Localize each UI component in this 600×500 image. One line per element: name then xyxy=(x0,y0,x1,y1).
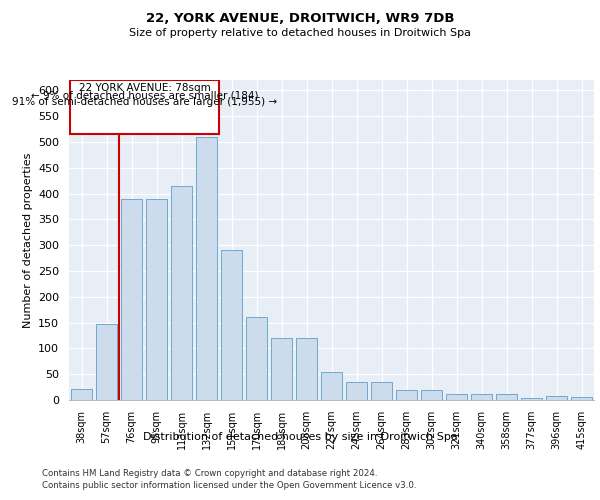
Bar xyxy=(496,394,517,400)
Bar xyxy=(71,388,92,400)
Bar xyxy=(471,394,492,400)
Bar xyxy=(121,198,142,400)
Bar xyxy=(321,372,342,400)
Text: 22 YORK AVENUE: 78sqm: 22 YORK AVENUE: 78sqm xyxy=(79,83,211,93)
Bar xyxy=(171,186,192,400)
Bar xyxy=(571,397,592,400)
Bar xyxy=(346,382,367,400)
Bar xyxy=(421,390,442,400)
Bar xyxy=(521,398,542,400)
Bar xyxy=(296,338,317,400)
Bar xyxy=(271,338,292,400)
Bar xyxy=(246,318,267,400)
Bar xyxy=(96,324,117,400)
FancyBboxPatch shape xyxy=(70,80,219,134)
Text: Distribution of detached houses by size in Droitwich Spa: Distribution of detached houses by size … xyxy=(143,432,457,442)
Text: Contains HM Land Registry data © Crown copyright and database right 2024.: Contains HM Land Registry data © Crown c… xyxy=(42,469,377,478)
Text: Contains public sector information licensed under the Open Government Licence v3: Contains public sector information licen… xyxy=(42,481,416,490)
Text: ← 9% of detached houses are smaller (184): ← 9% of detached houses are smaller (184… xyxy=(31,90,259,101)
Bar xyxy=(546,396,567,400)
Bar xyxy=(371,382,392,400)
Bar xyxy=(396,390,417,400)
Text: 91% of semi-detached houses are larger (1,955) →: 91% of semi-detached houses are larger (… xyxy=(12,97,277,107)
Bar xyxy=(196,137,217,400)
Text: Size of property relative to detached houses in Droitwich Spa: Size of property relative to detached ho… xyxy=(129,28,471,38)
Bar xyxy=(446,394,467,400)
Bar xyxy=(146,198,167,400)
Text: 22, YORK AVENUE, DROITWICH, WR9 7DB: 22, YORK AVENUE, DROITWICH, WR9 7DB xyxy=(146,12,454,26)
Y-axis label: Number of detached properties: Number of detached properties xyxy=(23,152,32,328)
Bar xyxy=(221,250,242,400)
